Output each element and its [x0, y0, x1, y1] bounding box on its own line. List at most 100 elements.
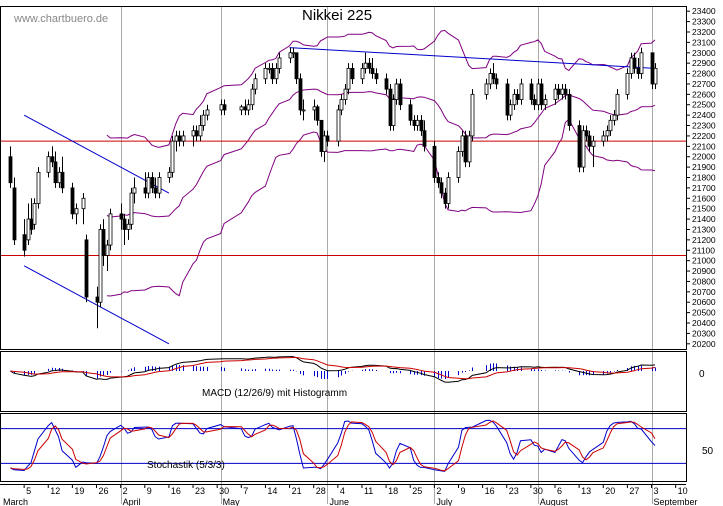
price-tick-label: 22500	[692, 100, 716, 110]
candle	[60, 156, 65, 194]
price-tick-label: 21300	[692, 224, 716, 234]
candle	[177, 130, 182, 147]
date-label: 12	[50, 486, 60, 496]
price-tick-label: 23400	[692, 6, 716, 16]
candle	[394, 78, 399, 105]
stochastic-upper-label: 50	[702, 446, 714, 457]
candle-body	[277, 57, 282, 69]
candle	[153, 177, 158, 199]
candle-body	[488, 73, 493, 85]
candle-body	[274, 67, 279, 80]
candle	[567, 89, 572, 131]
candle	[108, 208, 113, 251]
candle-body	[70, 187, 75, 215]
candle	[46, 151, 51, 178]
candle-body	[374, 73, 379, 80]
candle	[119, 203, 124, 230]
candle-body	[53, 161, 58, 184]
month-label: September	[654, 497, 698, 506]
price-tick-label: 22000	[692, 152, 716, 162]
candle-body	[343, 88, 348, 100]
candle	[412, 115, 417, 131]
candle	[301, 99, 306, 121]
price-tick-label: 20500	[692, 308, 716, 318]
price-tick-label: 22600	[692, 89, 716, 99]
candle-body	[50, 156, 55, 163]
candle	[460, 130, 465, 157]
candle-body	[132, 187, 137, 194]
candle-body	[122, 218, 127, 230]
candle-body	[577, 125, 582, 168]
candle-body	[650, 52, 655, 85]
candle-body	[632, 57, 637, 69]
candle	[322, 130, 327, 162]
candle-body	[563, 88, 568, 95]
candle	[126, 219, 131, 240]
candle-body	[608, 119, 613, 132]
candle-body	[26, 218, 31, 241]
candle	[294, 52, 299, 84]
candle	[456, 146, 461, 183]
candle	[512, 89, 517, 110]
date-label: 4	[340, 486, 345, 496]
candle-body	[101, 229, 106, 256]
candle-body	[367, 62, 372, 69]
month-label: June	[329, 497, 349, 506]
candle	[201, 109, 206, 131]
candle	[398, 78, 403, 110]
macd-line	[10, 356, 656, 383]
candle-body	[512, 93, 517, 106]
candle-body	[346, 67, 351, 90]
candle-body	[439, 182, 444, 194]
candle-body	[432, 145, 437, 178]
candle-body	[222, 104, 227, 111]
candle-body	[556, 88, 561, 95]
price-tick-label: 21500	[692, 204, 716, 214]
candle-body	[267, 67, 272, 70]
candle-body	[456, 151, 461, 178]
candle-body	[446, 177, 451, 204]
candle	[263, 63, 268, 84]
date-label: 26	[99, 486, 109, 496]
candle	[319, 119, 324, 157]
month-label: May	[223, 497, 241, 506]
date-label: 21	[292, 486, 302, 496]
candle-body	[384, 78, 389, 90]
candle-body	[415, 119, 420, 126]
candle-body	[174, 135, 179, 142]
candle-body	[636, 67, 641, 74]
candle-body	[8, 156, 13, 184]
candle	[267, 63, 272, 74]
candle-body	[219, 104, 224, 111]
candle-body	[653, 67, 658, 85]
candle	[608, 115, 613, 136]
candle	[315, 104, 320, 126]
candle-body	[84, 239, 89, 298]
candle-body	[336, 109, 341, 142]
candle	[53, 151, 58, 188]
trendline	[23, 265, 170, 345]
date-label: 25	[412, 486, 422, 496]
candle-body	[294, 52, 299, 80]
candle	[363, 52, 368, 74]
watermark: www.chartbuero.de	[13, 13, 108, 25]
candle	[370, 57, 375, 79]
candle	[488, 68, 493, 90]
candle	[74, 203, 79, 225]
candle	[346, 63, 351, 95]
candle-body	[298, 78, 303, 111]
candle	[95, 286, 100, 329]
candle-body	[319, 119, 324, 152]
candle	[625, 68, 630, 100]
candle-body	[288, 52, 293, 59]
candle	[181, 130, 186, 147]
candle	[70, 182, 75, 220]
macd-signal-line	[10, 356, 656, 380]
candle-body	[615, 93, 620, 116]
candle-body	[243, 106, 248, 111]
candle-body	[515, 93, 520, 100]
candle	[443, 187, 448, 209]
candle	[556, 83, 561, 100]
candle	[415, 115, 420, 131]
price-tick-label: 23200	[692, 27, 716, 37]
